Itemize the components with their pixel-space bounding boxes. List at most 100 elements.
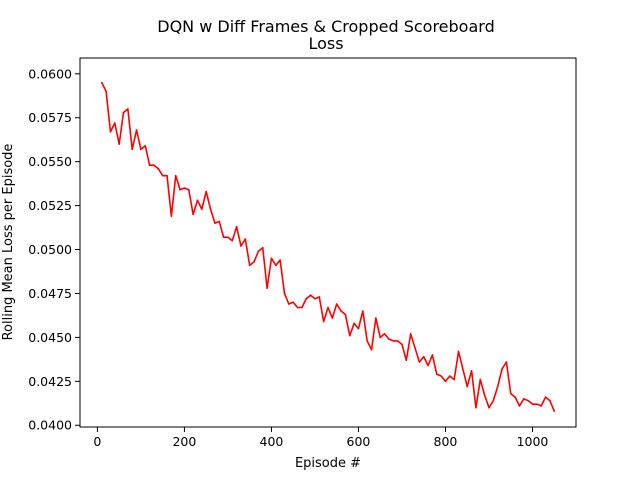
data-point	[192, 213, 194, 216]
data-point	[100, 81, 103, 84]
data-point	[409, 333, 412, 335]
data-point	[488, 406, 490, 409]
data-point	[301, 306, 303, 309]
x-axis-label: Episode #	[295, 456, 361, 471]
y-tick-label: 0.0400	[28, 418, 72, 433]
y-tick-label: 0.0575	[28, 110, 72, 125]
data-point	[122, 111, 125, 114]
data-point	[209, 208, 212, 210]
data-point	[292, 301, 294, 304]
data-point	[309, 294, 312, 297]
data-point	[140, 148, 142, 151]
data-point	[196, 199, 199, 202]
data-point	[331, 317, 334, 319]
data-point	[344, 313, 347, 316]
data-point	[405, 359, 408, 362]
data-point	[422, 355, 425, 358]
data-point	[314, 297, 316, 300]
data-point	[244, 238, 247, 240]
data-point	[509, 392, 512, 395]
data-point	[549, 399, 551, 402]
data-point	[279, 259, 281, 261]
data-point	[362, 310, 364, 312]
data-point	[536, 403, 538, 405]
data-point	[462, 368, 464, 370]
data-point	[392, 340, 395, 342]
data-point	[131, 148, 134, 151]
data-point	[375, 317, 377, 319]
data-point	[531, 403, 534, 405]
x-axis-ticks: 0 200 400 600 800 1000	[93, 427, 548, 449]
data-point	[257, 250, 260, 253]
data-point	[135, 129, 138, 131]
data-point	[174, 174, 177, 177]
x-tick-label: 0	[93, 434, 101, 449]
x-tick-label: 200	[172, 434, 196, 449]
data-point	[240, 245, 242, 247]
data-point	[322, 320, 325, 323]
data-point	[435, 373, 438, 376]
data-point	[283, 292, 286, 295]
data-point	[170, 215, 173, 217]
data-point	[475, 406, 477, 409]
data-point	[492, 399, 495, 402]
y-tick-label: 0.0550	[28, 154, 72, 169]
data-point	[388, 338, 390, 340]
data-point	[144, 145, 147, 147]
data-point	[253, 261, 255, 263]
plot-frame	[79, 57, 577, 428]
data-point	[440, 375, 442, 377]
data-point	[270, 257, 273, 260]
data-point	[431, 354, 434, 356]
data-point	[348, 334, 351, 337]
y-tick-label: 0.0450	[28, 330, 72, 345]
data-point	[114, 122, 116, 124]
data-point	[514, 396, 516, 398]
data-point	[470, 369, 473, 372]
data-point	[288, 303, 290, 305]
data-point	[466, 385, 469, 388]
data-point	[105, 90, 107, 93]
data-point	[318, 296, 321, 298]
data-point	[327, 306, 329, 309]
data-point	[479, 378, 482, 381]
data-point	[201, 208, 203, 210]
data-point	[227, 236, 229, 239]
data-point	[370, 348, 373, 351]
data-point	[453, 378, 455, 381]
data-point	[148, 164, 151, 166]
data-point	[527, 399, 529, 402]
data-point	[266, 287, 268, 289]
data-point	[540, 405, 542, 407]
data-point	[305, 297, 308, 300]
y-tick-label: 0.0475	[28, 286, 72, 301]
data-point	[383, 333, 386, 335]
y-tick-label: 0.0525	[28, 198, 72, 213]
data-point	[427, 364, 429, 367]
data-point	[161, 174, 164, 177]
y-axis-label: Rolling Mean Loss per Episode	[1, 144, 16, 341]
data-point	[261, 246, 264, 249]
chart-title-line2: Loss	[308, 34, 343, 53]
data-point	[214, 222, 216, 224]
data-point	[518, 405, 521, 407]
data-point	[218, 220, 221, 223]
plot-series	[100, 81, 556, 412]
data-point	[109, 131, 112, 133]
data-point	[127, 108, 129, 110]
data-point	[366, 340, 368, 342]
data-point	[296, 306, 299, 309]
data-point	[183, 187, 186, 189]
data-point	[235, 225, 238, 228]
data-point	[231, 239, 234, 242]
data-point	[335, 303, 338, 305]
x-tick-label: 600	[347, 434, 371, 449]
data-point	[401, 343, 403, 346]
data-point	[187, 188, 190, 191]
data-point	[483, 394, 486, 397]
y-tick-label: 0.0600	[28, 66, 72, 81]
data-point	[496, 385, 499, 388]
data-point	[522, 398, 525, 400]
